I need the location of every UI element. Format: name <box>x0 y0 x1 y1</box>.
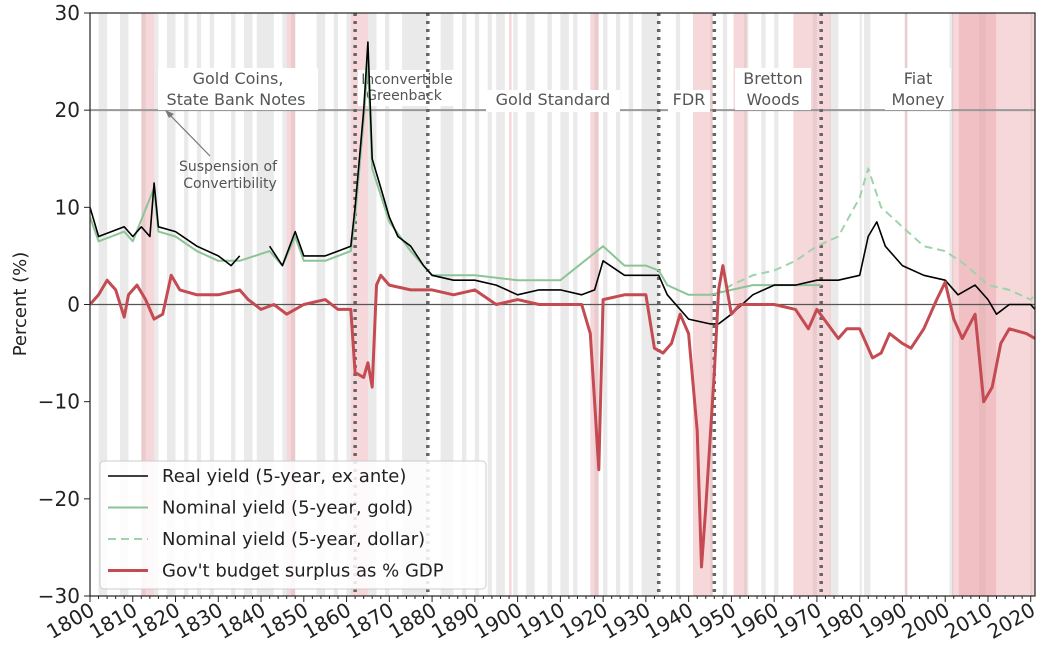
y-tick-label: −10 <box>38 390 80 414</box>
label-bg <box>358 70 458 106</box>
era-label: Fiat <box>904 69 933 88</box>
legend-label: Nominal yield (5-year, dollar) <box>162 529 425 550</box>
label-bg <box>885 68 951 110</box>
y-tick-label: 20 <box>55 98 80 122</box>
era-label: Bretton <box>743 69 803 88</box>
annotation: Convertibility <box>183 176 277 192</box>
y-tick-label: −20 <box>38 487 80 511</box>
era-label: Money <box>891 90 944 109</box>
series-line <box>713 167 1035 301</box>
lines <box>90 13 1035 596</box>
era-label: Inconvertible <box>361 72 453 88</box>
era-label: FDR <box>673 90 706 109</box>
series-line <box>90 41 1035 325</box>
y-tick-label: 0 <box>67 293 80 317</box>
label-bg <box>735 68 811 110</box>
legend: Real yield (5-year, ex ante) Nominal yiel… <box>99 460 487 590</box>
annotation: Suspension of <box>179 159 278 175</box>
label-bg <box>668 90 710 112</box>
legend-box <box>99 460 487 590</box>
era-label: Gold Standard <box>496 90 611 109</box>
series-line <box>90 264 1035 569</box>
y-tick-label: 30 <box>55 1 80 25</box>
label-bg <box>158 68 318 110</box>
legend-label: Nominal yield (5-year, gold) <box>162 498 413 519</box>
y-tick-label: 10 <box>55 195 80 219</box>
y-axis-label: Percent (%) <box>10 252 31 357</box>
legend-label: Gov't budget surplus as % GDP <box>162 561 444 582</box>
era-label: Greenback <box>366 88 443 104</box>
era-label: Woods <box>747 90 800 109</box>
legend-label: Real yield (5-year, ex ante) <box>162 466 406 487</box>
label-bg <box>486 90 620 112</box>
era-labels: Gold Coins, State Bank Notes Inconvertib… <box>158 68 951 192</box>
arrow-head <box>165 110 174 118</box>
annotation-arrow <box>166 111 211 157</box>
era-label: Gold Coins, <box>193 69 284 88</box>
era-label: State Bank Notes <box>167 90 306 109</box>
y-tick-label: −30 <box>38 584 80 608</box>
x-tick-label: 2020 <box>983 598 1037 644</box>
